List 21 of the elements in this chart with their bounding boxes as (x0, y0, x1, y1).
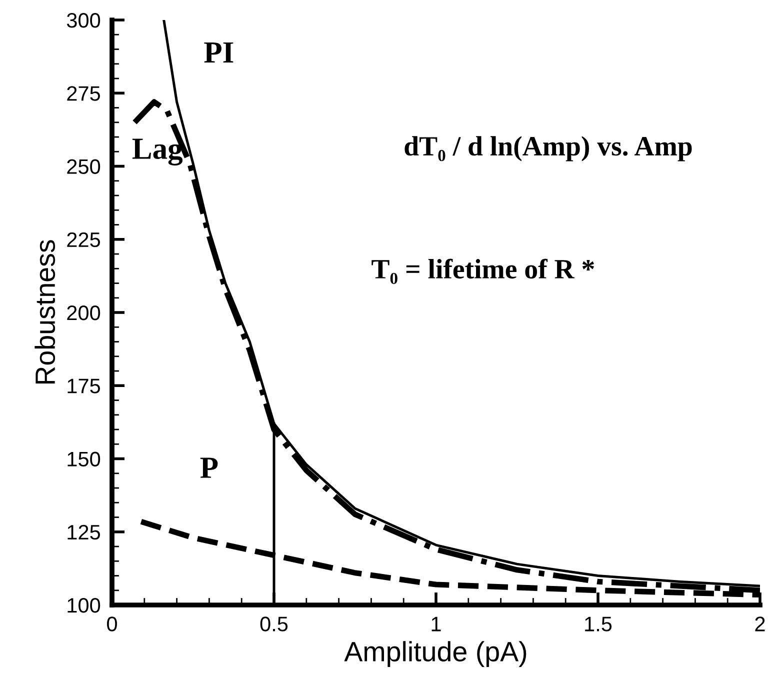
series-label: Lag (132, 138, 183, 166)
x-tick-label: 0.5 (260, 616, 288, 632)
x-tick-label: 1 (432, 616, 441, 632)
y-tick-label: 275 (67, 86, 100, 101)
series-label: P (200, 458, 218, 478)
x-tick-label: 0 (107, 616, 117, 632)
series-label: PI (204, 42, 234, 62)
y-tick-label: 150 (68, 452, 100, 467)
annotation: T₀ = lifetime of R * (372, 258, 594, 284)
annotation: dT₀ / d ln(Amp) vs. Amp (404, 136, 692, 162)
y-tick-label: 200 (67, 306, 100, 320)
x-tick-label: 1.5 (585, 616, 612, 632)
y-tick-label: 175 (68, 378, 100, 394)
x-axis-title: Amplitude (pA) (344, 641, 526, 667)
y-tick-label: 125 (68, 524, 100, 540)
y-tick-label: 100 (68, 598, 100, 613)
y-axis-title: Robustness (34, 240, 56, 384)
y-tick-label: 300 (66, 13, 100, 28)
y-tick-label: 250 (67, 159, 100, 174)
x-tick-label: 2 (755, 616, 765, 632)
y-tick-label: 225 (67, 232, 100, 248)
